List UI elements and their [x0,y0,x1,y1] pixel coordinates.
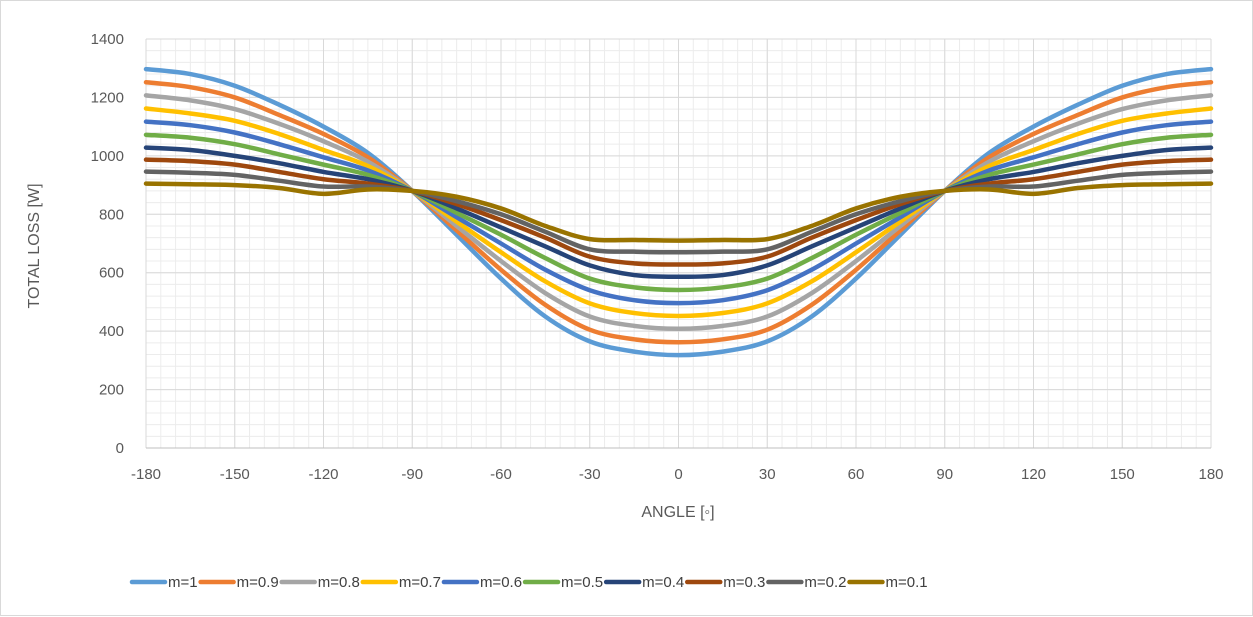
y-tick-label: 1200 [91,89,124,106]
x-tick-label: 30 [759,466,776,483]
legend-label: m=0.4 [642,574,684,591]
series-lines [143,66,1214,358]
y-tick-label: 0 [116,440,124,457]
y-axis-tick-labels: 0 200 400 600 800 1000 1200 1400 [91,31,124,457]
legend-item: m=0.6 [441,574,522,591]
x-tick-label: -90 [401,466,423,483]
x-tick-label: 120 [1021,466,1046,483]
series-line-m-0-5 [143,132,1214,293]
y-tick-label: 200 [99,382,124,399]
x-tick-label: 0 [674,466,682,483]
x-tick-label: -180 [131,466,161,483]
legend-label: m=0.9 [237,574,279,591]
legend-item: m=0.1 [847,574,928,591]
y-axis-title: TOTAL LOSS [W] [26,183,43,308]
x-tick-label: -150 [220,466,250,483]
y-tick-label: 400 [99,323,124,340]
x-tick-label: 60 [848,466,865,483]
y-tick-label: 1400 [91,31,124,48]
y-tick-label: 1000 [91,148,124,165]
legend-item: m=0.4 [603,574,684,591]
x-tick-label: 150 [1110,466,1135,483]
series-line-m-0-9 [143,79,1214,345]
legend-item: m=0.2 [766,574,846,591]
legend-label: m=0.8 [318,574,360,591]
series-line-m-0-4 [143,145,1214,280]
x-tick-label: 90 [936,466,953,483]
legend-label: m=0.6 [480,574,522,591]
legend-item: m=1 [129,574,198,591]
legend-label: m=0.2 [804,574,846,591]
series-line-m-0-7 [143,106,1214,319]
legend-item: m=0.5 [522,574,603,591]
legend-label: m=0.7 [399,574,441,591]
legend-label: m=0.3 [723,574,765,591]
legend-label: m=1 [168,574,198,591]
series-line-m-0-6 [143,119,1214,306]
x-tick-label: -30 [579,466,601,483]
series-line-m-1 [143,66,1214,358]
x-axis-tick-labels: -180 -150 -120 -90 -60 -30 0 30 60 90 120 150 180 [131,466,1224,483]
y-tick-label: 600 [99,265,124,282]
legend-label: m=0.1 [885,574,927,591]
y-tick-label: 800 [99,206,124,223]
x-tick-label: 180 [1198,466,1223,483]
legend-item: m=0.8 [279,574,360,591]
x-tick-label: -60 [490,466,512,483]
series-line-m-0-1 [143,181,1214,243]
legend-item: m=0.7 [360,574,441,591]
gridlines [145,38,1212,449]
series-line-m-0-2 [143,169,1214,255]
x-tick-label: -120 [308,466,338,483]
legend-item: m=0.9 [198,574,279,591]
legend: m=1 m=0.9 m=0.8 m=0.7 m=0.6 m=0.5 m=0.4 m=0.3 m=… [129,574,928,591]
series-line-m-0-3 [143,157,1214,267]
x-axis-title: ANGLE [◦] [641,504,714,521]
legend-item: m=0.3 [685,574,765,591]
legend-label: m=0.5 [561,574,603,591]
series-line-m-0-8 [143,93,1214,332]
